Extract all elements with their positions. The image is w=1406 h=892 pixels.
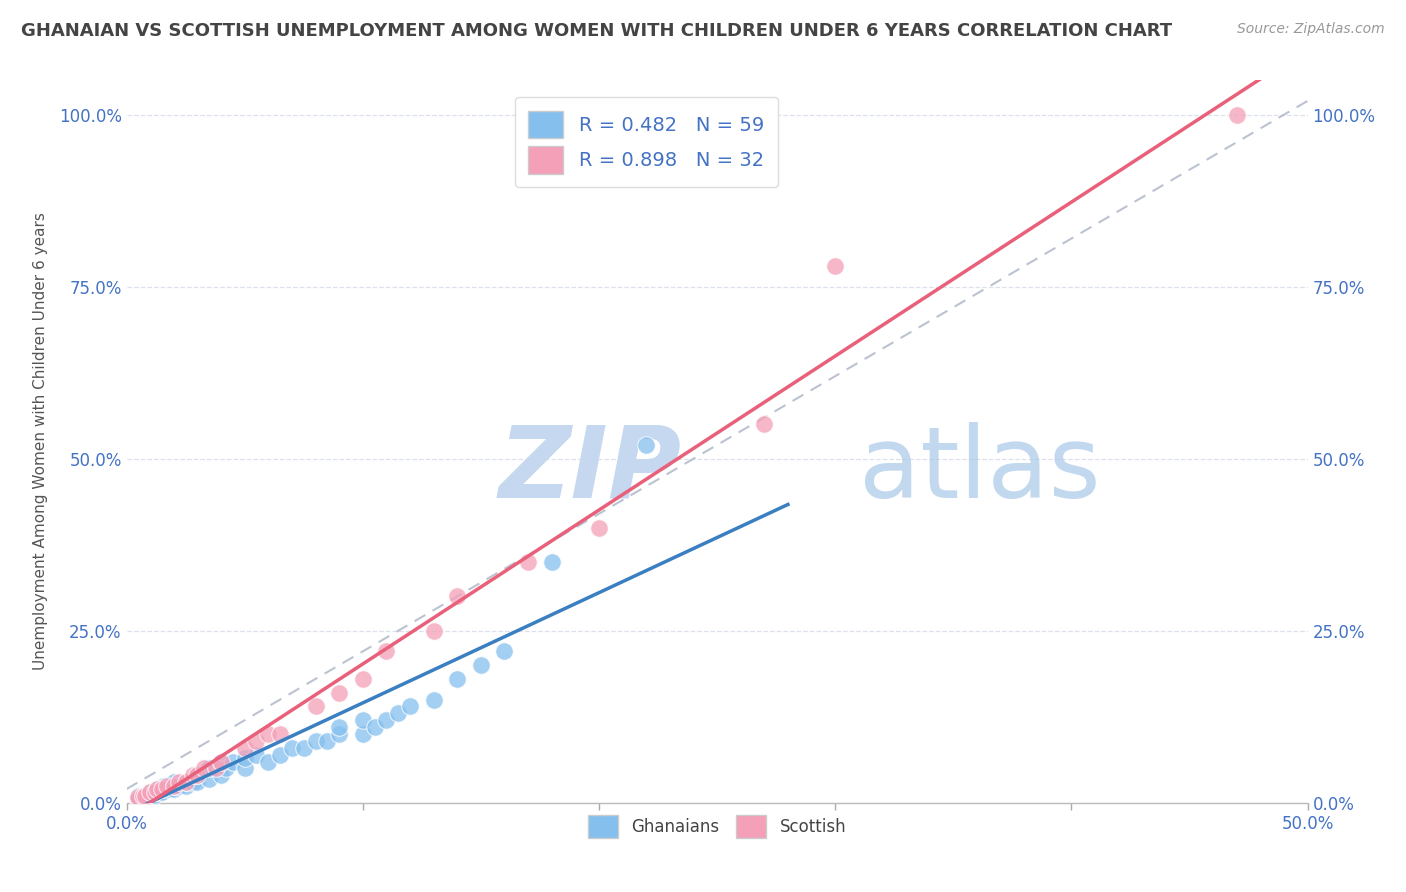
Point <box>174 775 197 789</box>
Point <box>143 788 166 802</box>
Point <box>257 755 280 769</box>
Point <box>363 720 385 734</box>
Point <box>352 713 374 727</box>
Point <box>245 734 267 748</box>
Point <box>205 761 228 775</box>
Point <box>127 789 149 803</box>
Point <box>146 782 169 797</box>
Point <box>269 727 291 741</box>
Point <box>143 785 166 799</box>
Point <box>494 644 516 658</box>
Point <box>399 699 422 714</box>
Point <box>127 790 149 805</box>
Point <box>281 740 304 755</box>
Point <box>163 779 186 793</box>
Point <box>127 792 149 806</box>
Point <box>181 775 204 789</box>
Point <box>233 761 256 775</box>
Point <box>540 555 562 569</box>
Point <box>209 755 232 769</box>
Point <box>139 785 162 799</box>
Point <box>156 779 179 793</box>
Point <box>636 438 658 452</box>
Point <box>198 761 221 775</box>
Point <box>139 785 162 799</box>
Text: GHANAIAN VS SCOTTISH UNEMPLOYMENT AMONG WOMEN WITH CHILDREN UNDER 6 YEARS CORREL: GHANAIAN VS SCOTTISH UNEMPLOYMENT AMONG … <box>21 22 1173 40</box>
Text: ZIP: ZIP <box>499 422 682 519</box>
Point <box>754 417 776 432</box>
Point <box>186 775 208 789</box>
Text: Source: ZipAtlas.com: Source: ZipAtlas.com <box>1237 22 1385 37</box>
Point <box>352 672 374 686</box>
Point <box>139 789 162 803</box>
Point <box>127 789 149 803</box>
Point <box>375 713 398 727</box>
Point <box>157 782 180 797</box>
Point <box>132 790 155 805</box>
Point <box>163 779 186 793</box>
Y-axis label: Unemployment Among Women with Children Under 6 years: Unemployment Among Women with Children U… <box>32 212 48 671</box>
Point <box>150 782 173 797</box>
Point <box>422 624 444 638</box>
Point <box>143 785 166 799</box>
Point <box>304 734 326 748</box>
Point <box>245 747 267 762</box>
Point <box>146 782 169 797</box>
Legend: Ghanaians, Scottish: Ghanaians, Scottish <box>581 808 853 845</box>
Point <box>134 788 156 802</box>
Point <box>209 755 232 769</box>
Point <box>127 790 149 805</box>
Point <box>153 779 176 793</box>
Point <box>163 775 186 789</box>
Text: atlas: atlas <box>859 422 1101 519</box>
Point <box>134 789 156 803</box>
Point <box>1226 108 1249 122</box>
Point <box>150 782 173 797</box>
Point <box>186 768 208 782</box>
Point <box>134 789 156 803</box>
Point <box>352 727 374 741</box>
Point <box>150 785 173 799</box>
Point <box>139 788 162 802</box>
Point <box>446 672 468 686</box>
Point <box>233 740 256 755</box>
Point <box>174 779 197 793</box>
Point <box>174 775 197 789</box>
Point <box>304 699 326 714</box>
Point <box>222 755 245 769</box>
Point <box>387 706 409 721</box>
Point <box>181 768 204 782</box>
Point <box>127 792 149 806</box>
Point <box>132 789 155 803</box>
Point <box>193 761 215 775</box>
Point <box>149 785 172 799</box>
Point <box>470 658 492 673</box>
Point <box>269 747 291 762</box>
Point <box>167 779 190 793</box>
Point <box>257 727 280 741</box>
Point <box>328 720 350 734</box>
Point <box>132 789 155 803</box>
Point <box>328 686 350 700</box>
Point <box>186 768 208 782</box>
Point <box>167 775 190 789</box>
Point <box>215 761 238 775</box>
Point <box>292 740 315 755</box>
Point <box>588 520 610 534</box>
Point <box>127 792 149 806</box>
Point <box>127 792 149 806</box>
Point <box>517 555 540 569</box>
Point <box>446 590 468 604</box>
Point <box>375 644 398 658</box>
Point <box>233 751 256 765</box>
Point <box>328 727 350 741</box>
Point <box>422 692 444 706</box>
Point <box>316 734 339 748</box>
Point <box>163 782 186 797</box>
Point <box>824 259 846 273</box>
Point <box>198 772 221 786</box>
Point <box>209 768 232 782</box>
